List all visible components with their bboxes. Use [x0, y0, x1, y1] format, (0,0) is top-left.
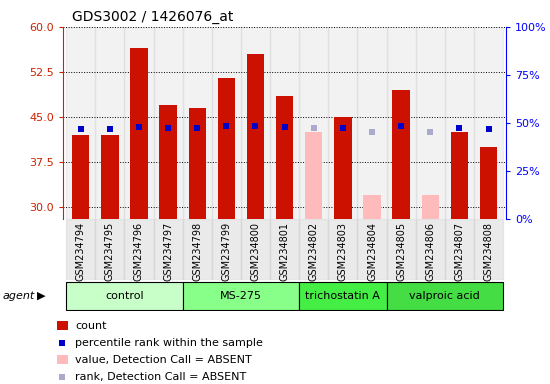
Point [309, 124, 318, 131]
Text: GSM234801: GSM234801 [279, 222, 290, 281]
Bar [124, 27, 153, 219]
Bar [421, 195, 439, 219]
Bar [95, 219, 124, 280]
Bar [95, 27, 124, 219]
Bar [183, 282, 299, 310]
Point [164, 124, 173, 131]
Text: GSM234806: GSM234806 [425, 222, 435, 281]
Bar [334, 117, 351, 219]
Bar [299, 219, 328, 280]
Text: percentile rank within the sample: percentile rank within the sample [75, 338, 263, 348]
Point [76, 126, 85, 132]
Bar [72, 135, 90, 219]
Text: MS-275: MS-275 [220, 291, 262, 301]
Point [397, 123, 405, 129]
Text: GSM234799: GSM234799 [221, 222, 232, 281]
Text: GSM234797: GSM234797 [163, 222, 173, 281]
Text: valproic acid: valproic acid [409, 291, 480, 301]
Bar [480, 147, 497, 219]
Bar [387, 219, 416, 280]
Text: agent: agent [3, 291, 35, 301]
Bar [328, 219, 358, 280]
Bar [305, 132, 322, 219]
Point [58, 374, 67, 380]
Bar [299, 27, 328, 219]
Point [193, 124, 202, 131]
Text: GSM234803: GSM234803 [338, 222, 348, 281]
Bar [358, 219, 387, 280]
Bar [153, 27, 183, 219]
Point [251, 123, 260, 129]
Bar [66, 27, 95, 219]
Text: GSM234796: GSM234796 [134, 222, 144, 281]
Text: GSM234800: GSM234800 [250, 222, 261, 281]
Bar [57, 321, 68, 330]
Bar [299, 282, 387, 310]
Text: GDS3002 / 1426076_at: GDS3002 / 1426076_at [72, 10, 233, 23]
Bar [474, 27, 503, 219]
Bar [392, 90, 410, 219]
Text: GSM234798: GSM234798 [192, 222, 202, 281]
Bar [183, 219, 212, 280]
Bar [358, 27, 387, 219]
Point [484, 126, 493, 132]
Point [135, 124, 144, 130]
Text: control: control [105, 291, 144, 301]
Bar [445, 27, 474, 219]
Bar [387, 282, 503, 310]
Text: GSM234805: GSM234805 [396, 222, 406, 281]
Bar [212, 219, 241, 280]
Bar [183, 27, 212, 219]
Bar [450, 132, 468, 219]
Point [280, 124, 289, 130]
Point [58, 340, 67, 346]
Bar [57, 355, 68, 364]
Text: GSM234802: GSM234802 [309, 222, 319, 281]
Text: rank, Detection Call = ABSENT: rank, Detection Call = ABSENT [75, 372, 246, 382]
Point [367, 128, 376, 135]
Bar [276, 96, 293, 219]
Point [222, 123, 231, 129]
Point [338, 124, 347, 131]
Bar [363, 195, 381, 219]
Bar [445, 219, 474, 280]
Text: GSM234804: GSM234804 [367, 222, 377, 281]
Bar [124, 219, 153, 280]
Bar [189, 108, 206, 219]
Text: value, Detection Call = ABSENT: value, Detection Call = ABSENT [75, 355, 252, 365]
Bar [212, 27, 241, 219]
Bar [270, 219, 299, 280]
Bar [66, 282, 183, 310]
Bar [160, 105, 177, 219]
Bar [247, 54, 264, 219]
Bar [241, 27, 270, 219]
Bar [153, 219, 183, 280]
Point [106, 126, 114, 132]
Text: ▶: ▶ [37, 291, 46, 301]
Bar [218, 78, 235, 219]
Bar [328, 27, 358, 219]
Text: trichostatin A: trichostatin A [305, 291, 380, 301]
Bar [66, 219, 95, 280]
Point [426, 128, 434, 135]
Bar [474, 219, 503, 280]
Text: GSM234794: GSM234794 [76, 222, 86, 281]
Bar [101, 135, 119, 219]
Bar [130, 48, 148, 219]
Point [455, 124, 464, 131]
Bar [416, 27, 445, 219]
Bar [241, 219, 270, 280]
Bar [270, 27, 299, 219]
Text: count: count [75, 321, 107, 331]
Bar [416, 219, 445, 280]
Text: GSM234795: GSM234795 [105, 222, 115, 281]
Text: GSM234807: GSM234807 [454, 222, 464, 281]
Bar [387, 27, 416, 219]
Text: GSM234808: GSM234808 [483, 222, 493, 281]
